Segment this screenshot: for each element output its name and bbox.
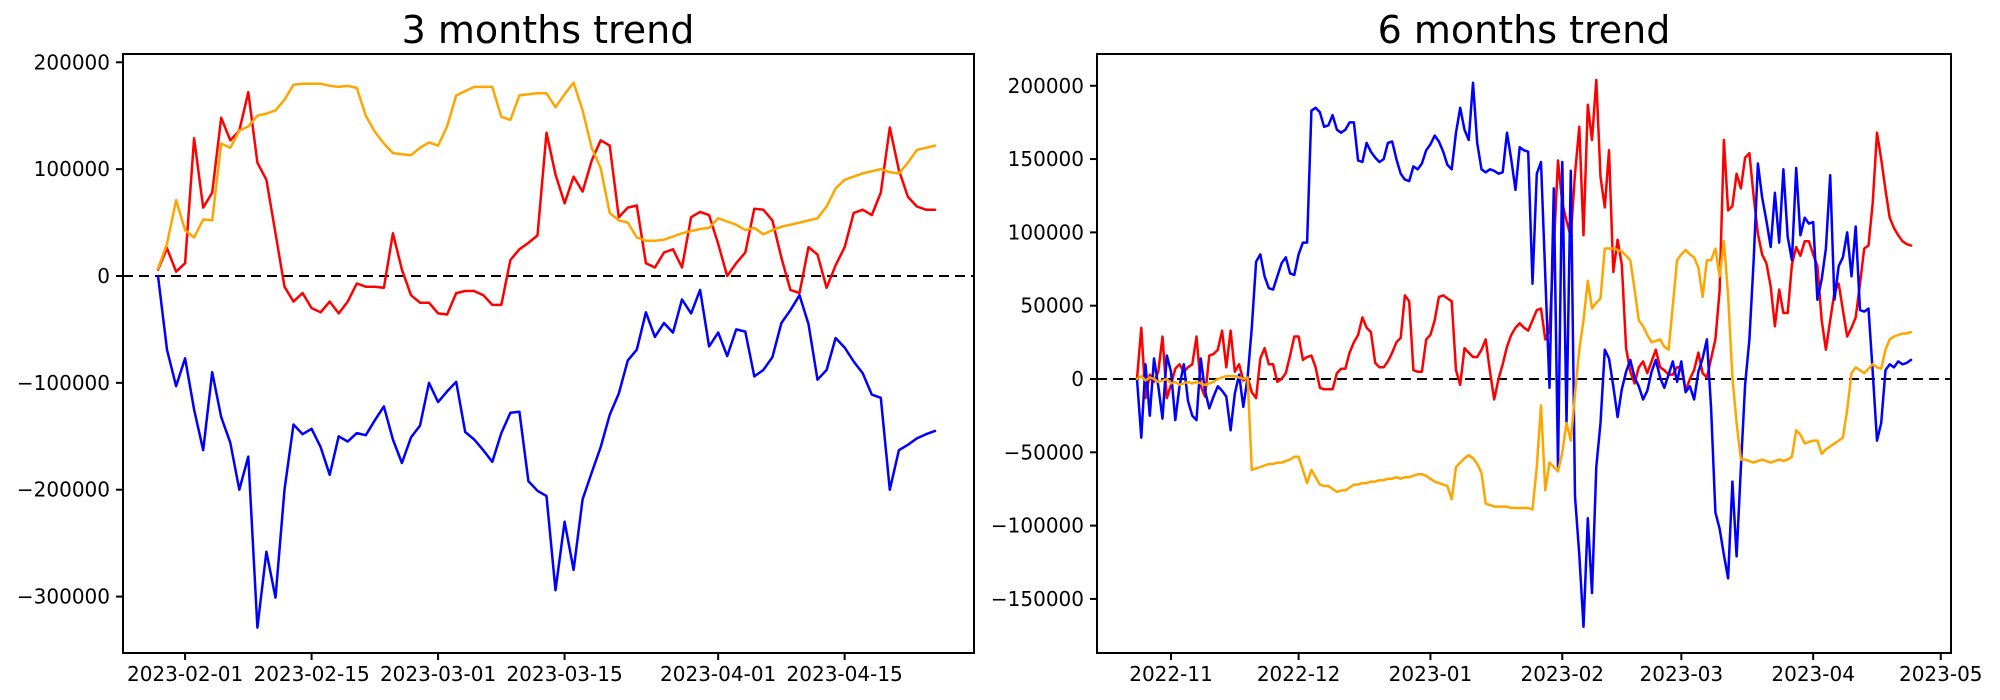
right-y-tick-label: 100000 — [1008, 220, 1084, 244]
left-x-tick-label: 2023-04-01 — [660, 662, 776, 686]
right-series-orange-line — [1135, 239, 1913, 511]
right-series-red-line — [1135, 78, 1913, 401]
right-y-tick-label: −150000 — [991, 587, 1084, 611]
right-y-tick-label: −50000 — [1004, 440, 1084, 464]
right-chart-title: 6 months trend — [1378, 8, 1671, 52]
right-x-tick-label: 2022-12 — [1257, 662, 1341, 686]
axes-layer: 200000 100000 0 −100000 −200000 −300000 2023-0… — [17, 50, 1983, 686]
right-y-tick-label: 150000 — [1008, 147, 1084, 171]
left-x-tick-label: 2023-02-01 — [127, 662, 243, 686]
right-x-tick-label: 2023-01 — [1389, 662, 1473, 686]
left-series-red-line — [156, 90, 937, 316]
right-y-tick-label: 200000 — [1008, 74, 1084, 98]
left-y-tick-label: −200000 — [17, 478, 110, 502]
right-x-tick-label: 2023-02 — [1520, 662, 1604, 686]
left-y-tick-label: 0 — [97, 264, 110, 288]
right-y-tick-label: 0 — [1071, 367, 1084, 391]
left-x-tick-label: 2023-04-15 — [787, 662, 903, 686]
right-y-tick-label: −100000 — [991, 514, 1084, 538]
right-y-tick-label: 50000 — [1020, 294, 1084, 318]
left-x-tick-label: 2023-02-15 — [253, 662, 369, 686]
left-series-blue-line — [156, 274, 937, 629]
left-y-tick-label: −300000 — [17, 585, 110, 609]
left-y-tick-label: 100000 — [34, 157, 110, 181]
left-series-orange-line — [156, 81, 937, 270]
right-axes-spines — [1096, 53, 1952, 654]
right-x-tick-label: 2023-05 — [1899, 662, 1983, 686]
left-y-tick-label: −100000 — [17, 371, 110, 395]
right-x-tick-label: 2023-03 — [1640, 662, 1724, 686]
right-series-blue-line — [1135, 81, 1913, 629]
left-axes-spines — [122, 53, 975, 654]
right-x-tick-label: 2022-11 — [1129, 662, 1213, 686]
right-x-tick-label: 2023-04 — [1771, 662, 1855, 686]
left-x-tick-label: 2023-03-15 — [506, 662, 622, 686]
left-x-tick-label: 2023-03-01 — [380, 662, 496, 686]
left-y-tick-label: 200000 — [34, 50, 110, 74]
left-chart-title: 3 months trend — [402, 8, 695, 52]
